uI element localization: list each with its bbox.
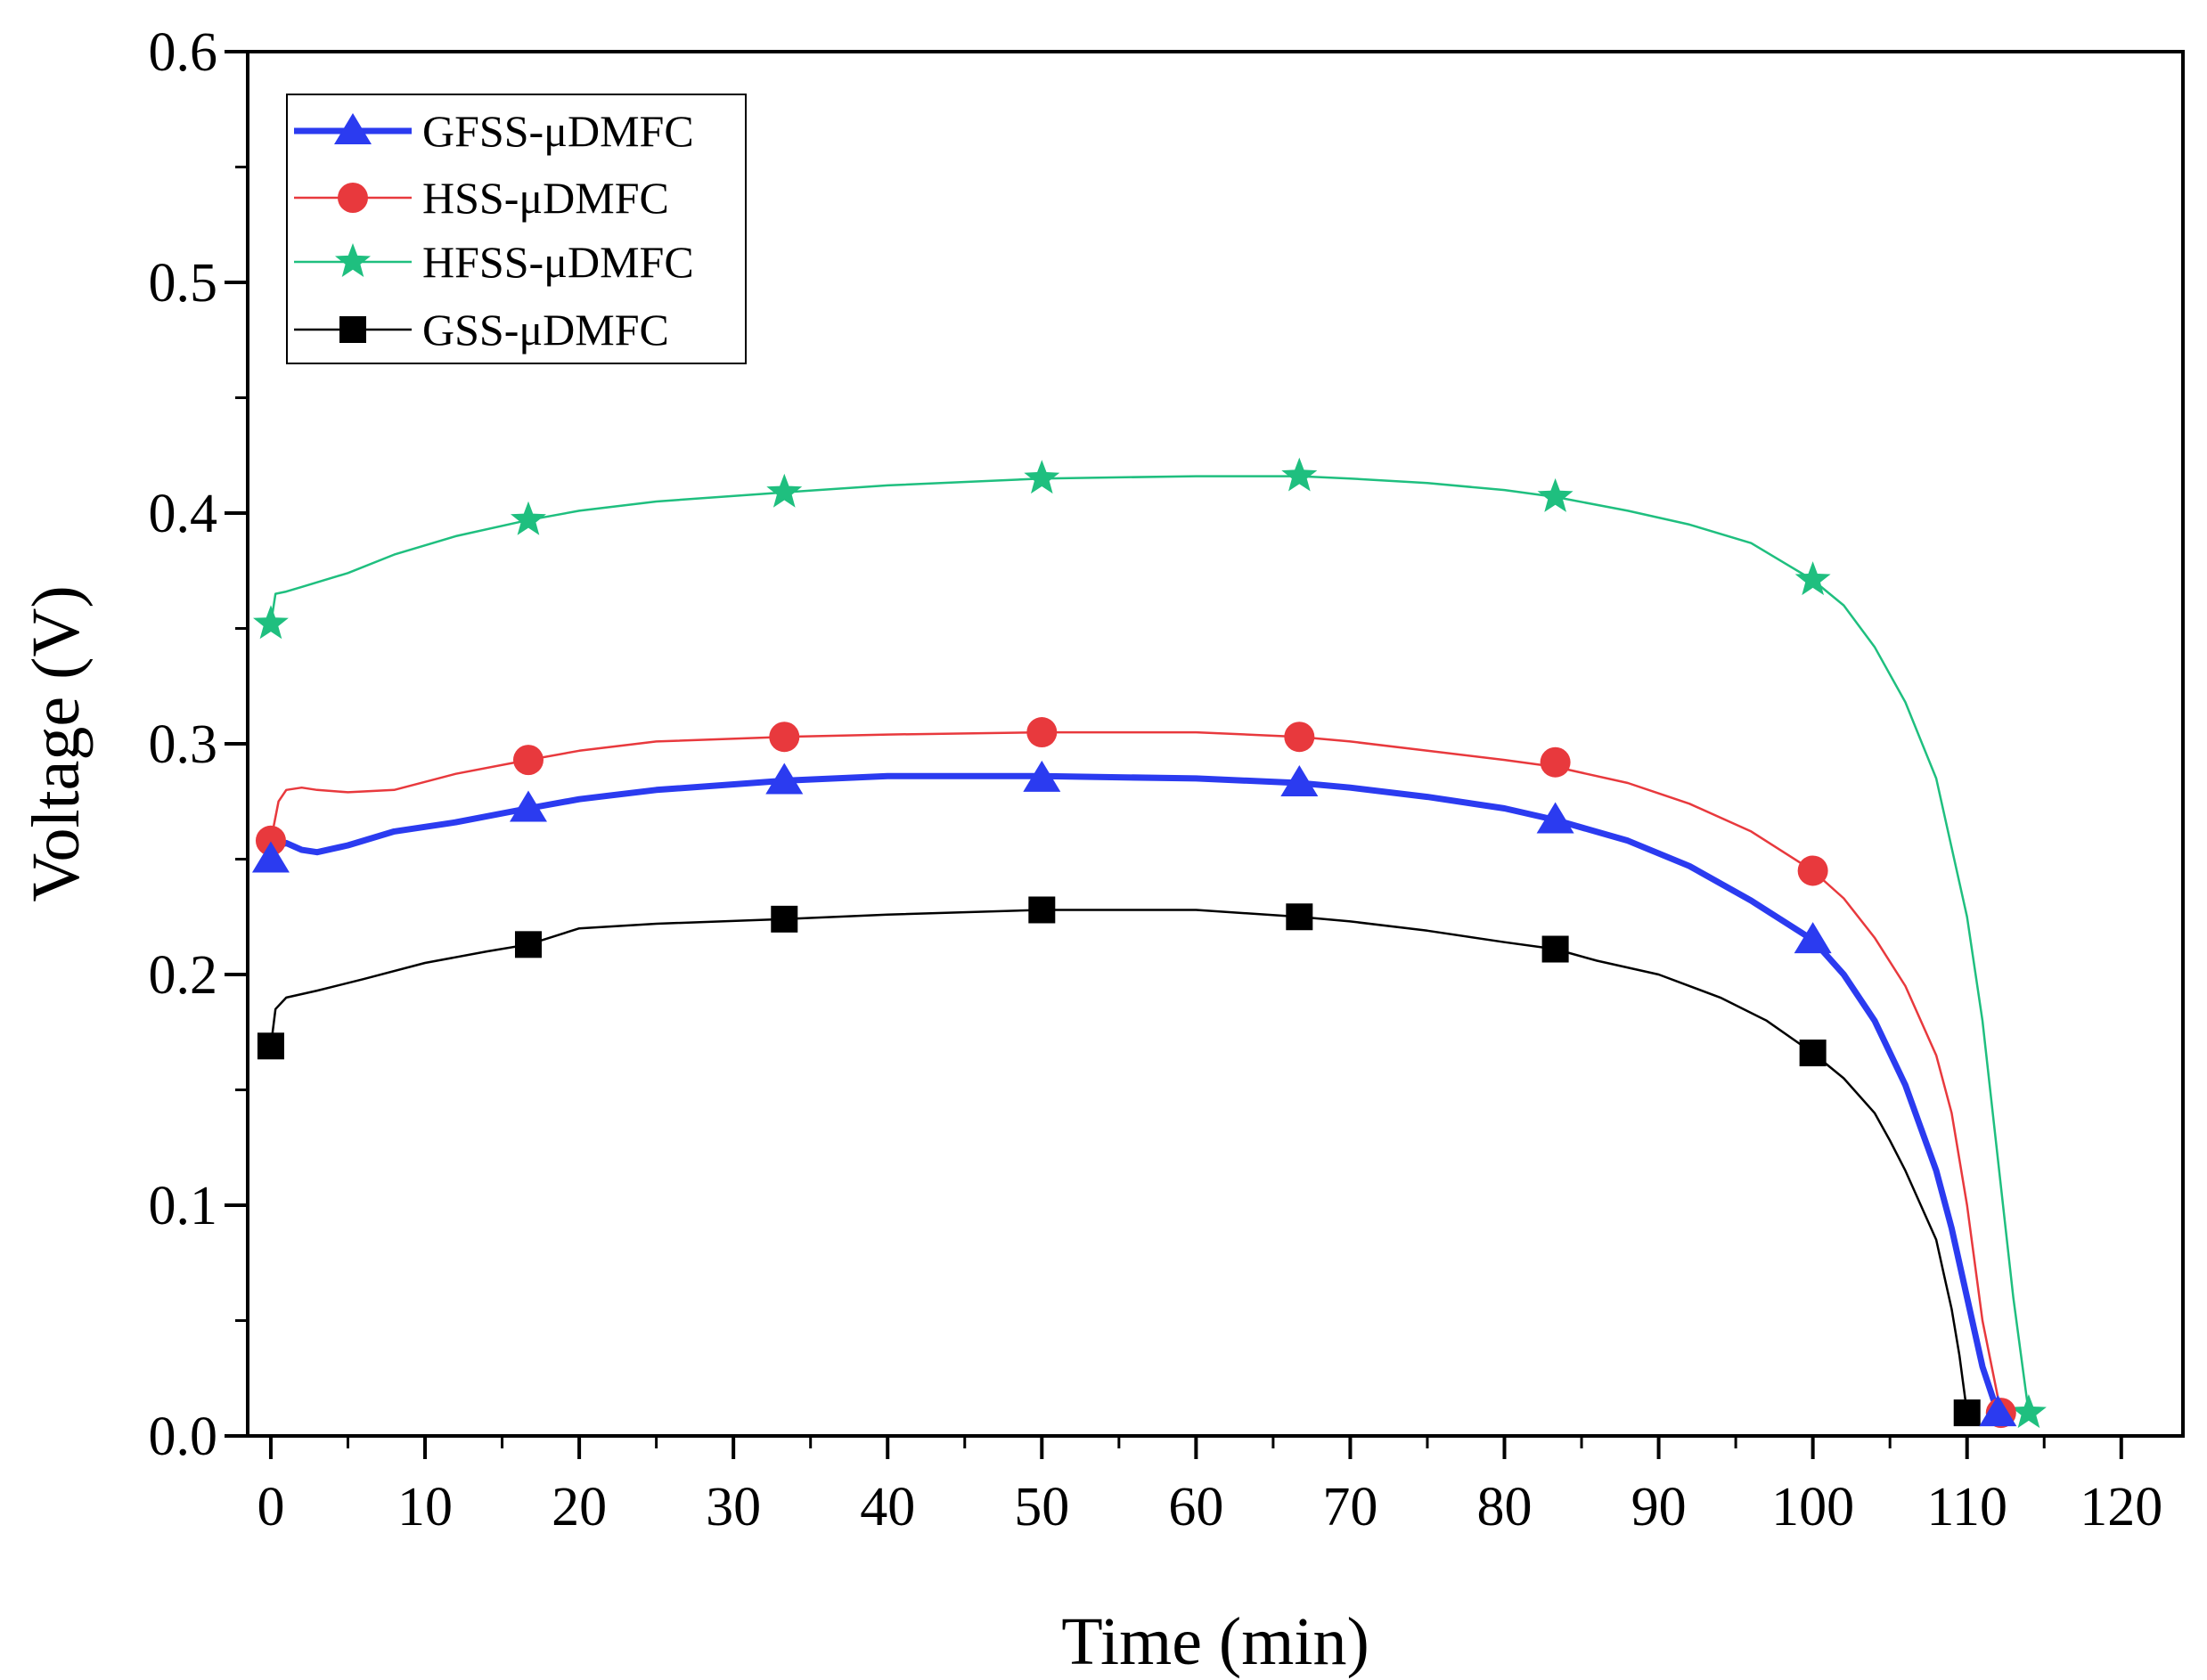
data-point-hfss-dmfc	[1024, 460, 1060, 494]
legend-label-hfss-dmfc: HFSS-μDMFC	[422, 237, 694, 287]
data-point-hfss-dmfc	[1281, 457, 1318, 492]
series-layer	[267, 475, 2031, 1416]
x-axis: 0 10 20 30 40 50 60 70 80 90 100 110 120	[257, 1436, 2162, 1537]
data-point-gss-dmfc	[1953, 1399, 1981, 1427]
data-point-hfss-dmfc	[253, 605, 289, 640]
y-tick-label: 0.6	[149, 22, 218, 83]
data-point-hfss-dmfc	[1537, 477, 1574, 512]
data-point-gfss-dmfc	[1536, 802, 1574, 834]
data-point-hfss-dmfc	[511, 501, 546, 535]
data-point-gfss-dmfc	[509, 790, 547, 822]
series-line-gss-dmfc	[269, 909, 1968, 1415]
data-point-gss-dmfc	[257, 1032, 284, 1060]
data-point-hfss-dmfc	[2011, 1394, 2047, 1429]
data-point-gss-dmfc	[1799, 1040, 1827, 1067]
data-point-gss-dmfc	[514, 931, 542, 958]
x-tick-label: 70	[1322, 1477, 1377, 1537]
x-axis-title: Time (min)	[1061, 1604, 1369, 1679]
x-tick-label: 30	[706, 1477, 761, 1537]
legend-marker-hss-dmfc	[338, 183, 368, 213]
x-tick-label: 120	[2080, 1477, 2162, 1537]
data-point-gfss-dmfc	[1280, 765, 1319, 797]
data-point-hss-dmfc	[769, 722, 800, 753]
data-point-gfss-dmfc	[1794, 922, 1832, 954]
legend-label-gfss-dmfc: GFSS-μDMFC	[422, 106, 694, 156]
data-point-gfss-dmfc	[1023, 760, 1061, 792]
x-tick-label: 50	[1014, 1477, 1069, 1537]
x-tick-label: 10	[397, 1477, 453, 1537]
data-point-hfss-dmfc	[1794, 561, 1831, 596]
data-point-gfss-dmfc	[765, 763, 804, 795]
data-point-hfss-dmfc	[766, 473, 803, 508]
legend-marker-hfss-dmfc	[335, 243, 371, 277]
data-point-hss-dmfc	[1284, 722, 1315, 753]
legend-marker-gfss-dmfc	[334, 113, 372, 144]
series-line-hss-dmfc	[269, 730, 2003, 1415]
y-axis: 0.0 0.1 0.2 0.3 0.4 0.5 0.6	[149, 22, 248, 1467]
marker-layer	[251, 457, 2047, 1429]
y-tick-label: 0.1	[149, 1176, 218, 1236]
data-point-gss-dmfc	[1286, 903, 1313, 931]
x-tick-label: 90	[1631, 1477, 1687, 1537]
data-point-hss-dmfc	[512, 745, 544, 776]
data-point-gss-dmfc	[1541, 935, 1569, 963]
data-point-hss-dmfc	[1026, 717, 1058, 748]
y-axis-title: Voltage (V)	[19, 585, 94, 901]
series-line-hfss-dmfc	[269, 475, 2031, 1415]
legend-label-gss-dmfc: GSS-μDMFC	[422, 305, 669, 355]
x-tick-label: 80	[1477, 1477, 1533, 1537]
y-tick-label: 0.2	[149, 945, 218, 1006]
y-tick-label: 0.0	[149, 1407, 218, 1467]
x-tick-label: 0	[257, 1477, 284, 1537]
y-tick-label: 0.4	[149, 484, 218, 544]
x-tick-label: 60	[1168, 1477, 1223, 1537]
x-tick-label: 100	[1771, 1477, 1854, 1537]
y-tick-label: 0.5	[149, 253, 218, 314]
x-tick-label: 110	[1926, 1477, 2007, 1537]
data-point-gss-dmfc	[771, 905, 798, 933]
data-point-gfss-dmfc	[251, 841, 290, 873]
legend-label-hss-dmfc: HSS-μDMFC	[422, 173, 669, 223]
x-tick-label: 40	[860, 1477, 915, 1537]
series-line-gfss-dmfc	[267, 772, 2001, 1416]
x-tick-label: 20	[552, 1477, 607, 1537]
data-point-hss-dmfc	[255, 825, 286, 856]
data-point-hss-dmfc	[1540, 746, 1571, 778]
legend-marker-gss-dmfc	[339, 316, 366, 343]
data-point-gss-dmfc	[1028, 896, 1056, 924]
legend-items: GFSS-μDMFC HSS-μDMFC HFSS-μDMFC GSS-μDMFC	[294, 106, 694, 355]
data-point-gfss-dmfc	[1979, 1395, 2017, 1427]
data-point-hss-dmfc	[1797, 855, 1828, 886]
y-tick-label: 0.3	[149, 714, 218, 775]
legend: GFSS-μDMFC HSS-μDMFC HFSS-μDMFC GSS-μDMFC	[286, 94, 747, 364]
